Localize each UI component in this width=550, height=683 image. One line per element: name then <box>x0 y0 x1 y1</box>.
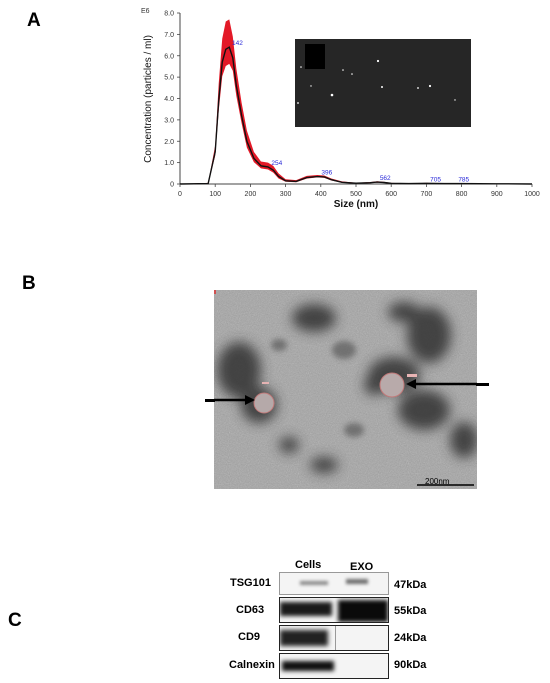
wb-column-exo: EXO <box>350 561 374 573</box>
wb-blot-cd9 <box>279 625 389 651</box>
peak-size-label: 785 <box>458 177 469 184</box>
wb-weight-cd9: 24kDa <box>394 632 427 644</box>
arrow-right-head <box>406 379 416 389</box>
panel-label-a: A <box>27 10 41 31</box>
wb-blot-calnexin <box>279 653 389 679</box>
arrow-left-tail <box>205 399 215 402</box>
panel-label-b: B <box>22 273 36 294</box>
y-tick-label: 8.0 <box>164 11 174 18</box>
arrow-left-head <box>245 395 255 405</box>
tem-micrograph: 200nm <box>214 290 477 489</box>
particle-dot <box>330 93 334 97</box>
particle-dot <box>351 73 353 75</box>
wb-weight-cd63: 55kDa <box>394 605 427 617</box>
wb-marker-cd63: CD63 <box>236 604 265 616</box>
particle-dot <box>417 87 419 89</box>
x-tick-label: 500 <box>350 191 362 198</box>
particle-dot <box>454 99 456 101</box>
y-tick-label: 7.0 <box>164 32 174 39</box>
wb-weight-tsg101: 47kDa <box>394 579 427 591</box>
peak-size-label: 142 <box>232 40 243 47</box>
x-tick-label: 700 <box>421 191 433 198</box>
x-tick-label: 400 <box>315 191 327 198</box>
scale-bar-label: 200nm <box>425 477 450 486</box>
wb-blot-cd63 <box>279 597 389 623</box>
y-tick-label: 2.0 <box>164 139 174 146</box>
peak-size-label: 396 <box>321 170 332 177</box>
panel-label-c: C <box>8 610 22 631</box>
y-tick-label: 5.0 <box>164 75 174 82</box>
x-tick-label: 900 <box>491 191 503 198</box>
wb-column-cells: Cells <box>295 559 322 571</box>
x-tick-label: 0 <box>178 191 182 198</box>
particle-dot <box>376 59 380 63</box>
particle-dot <box>297 102 299 104</box>
y-tick-label: 6.0 <box>164 53 174 60</box>
particle-dot <box>342 69 344 71</box>
particle-dot <box>381 86 383 88</box>
wb-marker-tsg101: TSG101 <box>230 577 271 589</box>
x-tick-label: 1000 <box>524 191 540 198</box>
x-axis-title: Size (nm) <box>334 199 378 210</box>
peak-size-label: 254 <box>271 160 282 167</box>
y-tick-label: 3.0 <box>164 117 174 124</box>
peak-size-label: 562 <box>380 175 391 182</box>
exosome-vesicle <box>379 372 405 398</box>
mean-size-distribution-line <box>179 46 533 185</box>
peak-size-label: 705 <box>430 176 441 183</box>
x-tick-label: 100 <box>209 191 221 198</box>
y-tick-label: 4.0 <box>164 96 174 103</box>
wb-weight-calnexin: 90kDa <box>394 659 427 671</box>
x-tick-label: 800 <box>456 191 468 198</box>
nta-video-frame-inset <box>295 39 471 127</box>
x-tick-label: 200 <box>245 191 257 198</box>
particle-dot <box>310 85 312 87</box>
y-tick-label: 0 <box>170 182 174 189</box>
particle-dot <box>428 84 432 88</box>
wb-blot-tsg101 <box>279 572 389 595</box>
exosome-vesicle <box>253 392 275 414</box>
y-exponent-label: E6 <box>141 8 150 15</box>
x-tick-label: 300 <box>280 191 292 198</box>
particle-dot <box>300 66 302 68</box>
nta-size-distribution-chart: E6 Concentration (particles / ml) Size (… <box>141 8 540 210</box>
arrow-right-tail <box>476 383 489 386</box>
y-tick-label: 1.0 <box>164 160 174 167</box>
wb-marker-calnexin: Calnexin <box>229 659 275 671</box>
x-tick-label: 600 <box>385 191 397 198</box>
y-axis-title: Concentration (particles / ml) <box>143 35 154 163</box>
wb-marker-cd9: CD9 <box>238 631 261 643</box>
